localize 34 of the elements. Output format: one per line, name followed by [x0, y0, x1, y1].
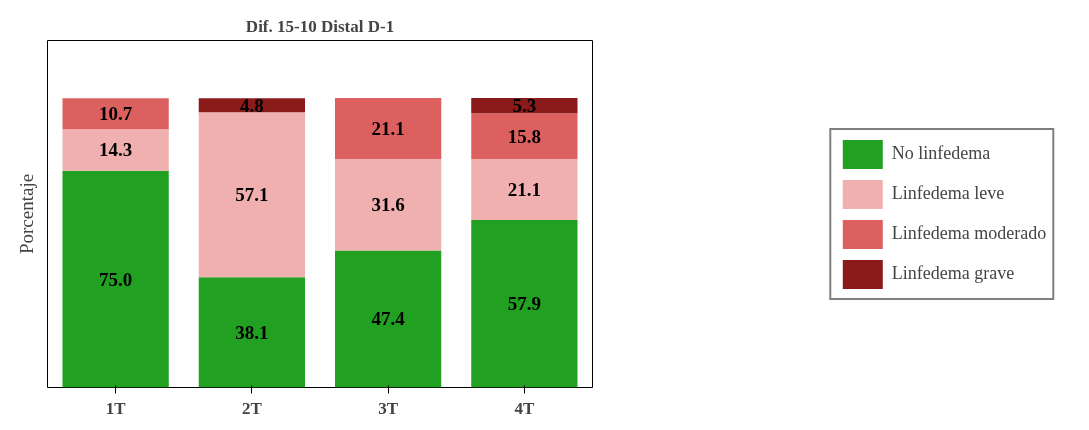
- chart-title: Dif. 15-10 Distal D-1: [245, 16, 395, 36]
- legend-label: Linfedema moderado: [891, 222, 1047, 245]
- data-label: 21.1: [507, 179, 541, 201]
- legend-label: Linfedema grave: [891, 262, 1015, 285]
- legend-label: No linfedema: [891, 142, 991, 165]
- data-label: 47.4: [371, 308, 406, 330]
- bar: [334, 98, 442, 160]
- legend-label: Linfedema leve: [891, 182, 1005, 205]
- x-tick-label: 1T: [105, 398, 127, 418]
- data-label: 14.3: [99, 139, 133, 161]
- bar: [62, 129, 169, 171]
- data-label: 15.8: [507, 125, 541, 147]
- bar: [471, 220, 578, 388]
- data-label: 75.0: [99, 268, 133, 290]
- data-label: 57.1: [235, 184, 269, 206]
- bar: [334, 250, 442, 388]
- bar: [334, 159, 442, 251]
- data-label: 38.1: [235, 321, 269, 343]
- data-label: 57.9: [507, 293, 541, 315]
- y-axis-title: Porcentaje: [15, 173, 37, 255]
- data-label: 21.1: [371, 118, 405, 140]
- bar: [198, 277, 306, 388]
- data-label: 31.6: [371, 194, 405, 216]
- x-tick-label: 3T: [378, 398, 399, 418]
- data-label: 10.7: [99, 103, 133, 125]
- x-tick-label: 4T: [514, 398, 535, 418]
- data-label: 5.3: [512, 95, 537, 117]
- bar: [62, 170, 169, 388]
- bar: [471, 113, 578, 160]
- data-label: 4.8: [240, 94, 264, 116]
- bar: [198, 112, 306, 278]
- x-tick-label: 2T: [241, 398, 263, 418]
- bar: [471, 159, 578, 221]
- bar: [62, 98, 169, 130]
